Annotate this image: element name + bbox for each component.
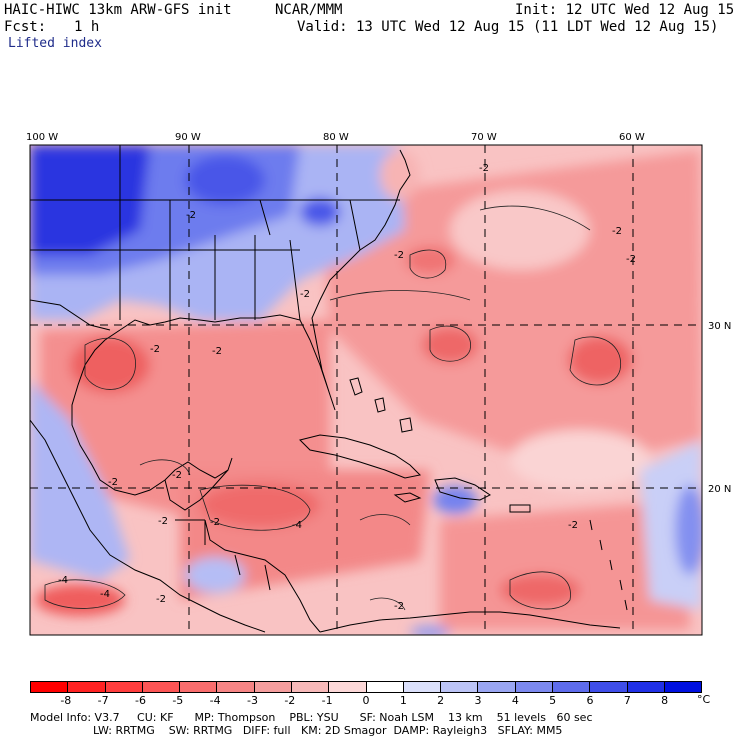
- colorbar-swatch: [254, 682, 292, 692]
- coastlines: [30, 145, 628, 633]
- contour-label: -2: [479, 163, 489, 174]
- lon-label: 80 W: [323, 132, 349, 143]
- colorbar-tick-label: -2: [284, 694, 296, 707]
- colorbar-tick-label: 3: [474, 694, 482, 707]
- contour-label: -2: [612, 226, 622, 237]
- colorbar-tick-label: 0: [362, 694, 370, 707]
- colorbar-swatch: [403, 682, 442, 692]
- colorbar-swatch: [552, 682, 591, 692]
- contour-label: -2: [172, 470, 182, 481]
- colorbar-tick-label: 4: [511, 694, 519, 707]
- forecast-label: Fcst:: [4, 19, 47, 35]
- colorbar: [30, 681, 702, 693]
- colorbar-swatch: [291, 682, 330, 692]
- contour-label: -2: [210, 517, 220, 528]
- contour-label: -2: [150, 344, 160, 355]
- colorbar-tick-label: -8: [60, 694, 72, 707]
- colorbar-swatch: [68, 682, 106, 692]
- colorbar-tick-label: -4: [209, 694, 221, 707]
- contour-label: -2: [626, 254, 636, 265]
- colorbar-tick-label: 2: [437, 694, 445, 707]
- colorbar-swatch: [664, 682, 702, 692]
- colorbar-swatch: [105, 682, 143, 692]
- colorbar-swatch: [515, 682, 553, 692]
- colorbar-swatch: [627, 682, 665, 692]
- contour-label: -2: [300, 289, 310, 300]
- colorbar-tick-label: -6: [135, 694, 146, 707]
- colorbar-tick-label: -5: [172, 694, 184, 707]
- colorbar-tick-label: 8: [661, 694, 669, 707]
- field-name: Lifted index: [8, 36, 102, 51]
- contour-label: -2: [568, 520, 578, 531]
- colorbar-swatch: [31, 682, 69, 692]
- org-label: NCAR/MMM: [275, 2, 343, 18]
- contour-label: -2: [108, 477, 118, 488]
- lon-label: 90 W: [175, 132, 201, 143]
- lat-label: 30 N: [708, 321, 731, 332]
- graticule: [30, 145, 702, 635]
- longitude-labels: 100 W 90 W 80 W 70 W 60 W: [26, 132, 645, 143]
- contour-labels: -2 -2 -2 -2 -2 -2 -2 -2 -2 -2 -2 -2 -2 -…: [58, 163, 636, 612]
- forecast-hour: 1 h: [74, 19, 100, 35]
- shaded-field: [30, 145, 702, 635]
- colorbar-tick-label: 6: [586, 694, 594, 707]
- colorbar-unit: °C: [697, 693, 711, 706]
- colorbar-swatch: [366, 682, 404, 692]
- colorbar-tick-label: -7: [97, 694, 109, 707]
- contour-label: -2: [186, 210, 196, 221]
- colorbar-swatch: [478, 682, 516, 692]
- latitude-labels: 30 N 20 N: [708, 321, 731, 495]
- model-info-line2: LW: RRTMG SW: RRTMG DIFF: full KM: 2D Sm…: [30, 724, 563, 737]
- colorbar-tick-label: 5: [549, 694, 557, 707]
- contour-label: -2: [212, 346, 222, 357]
- contour-label: -2: [394, 601, 404, 612]
- colorbar-swatch: [590, 682, 628, 692]
- colorbar-swatch: [142, 682, 181, 692]
- colorbar-swatch: [180, 682, 218, 692]
- colorbar-swatch: [329, 682, 367, 692]
- contour-label: -2: [394, 250, 404, 261]
- colorbar-swatch: [441, 682, 479, 692]
- lon-label: 70 W: [471, 132, 497, 143]
- colorbar-tick-label: 1: [399, 694, 407, 707]
- model-title: HAIC-HIWC 13km ARW-GFS init: [4, 2, 232, 18]
- valid-time: Valid: 13 UTC Wed 12 Aug 15 (11 LDT Wed …: [297, 19, 719, 35]
- colorbar-tick-label: -1: [321, 694, 333, 707]
- init-time: Init: 12 UTC Wed 12 Aug 15: [515, 2, 735, 18]
- colorbar-tick-label: 7: [623, 694, 631, 707]
- contour-label: -2: [156, 594, 166, 605]
- model-info-line1: Model Info: V3.7 CU: KF MP: Thompson PBL…: [30, 711, 593, 724]
- map-frame: [29, 144, 703, 636]
- colorbar-swatch: [217, 682, 255, 692]
- contours: [44, 205, 622, 611]
- lat-label: 20 N: [708, 484, 731, 495]
- lon-label: 60 W: [619, 132, 645, 143]
- contour-label: -4: [292, 520, 302, 531]
- colorbar-tick-label: -3: [247, 694, 258, 707]
- contour-label: -4: [58, 575, 68, 586]
- contour-label: -2: [158, 516, 168, 527]
- lon-label: 100 W: [26, 132, 58, 143]
- contour-label: -4: [100, 589, 110, 600]
